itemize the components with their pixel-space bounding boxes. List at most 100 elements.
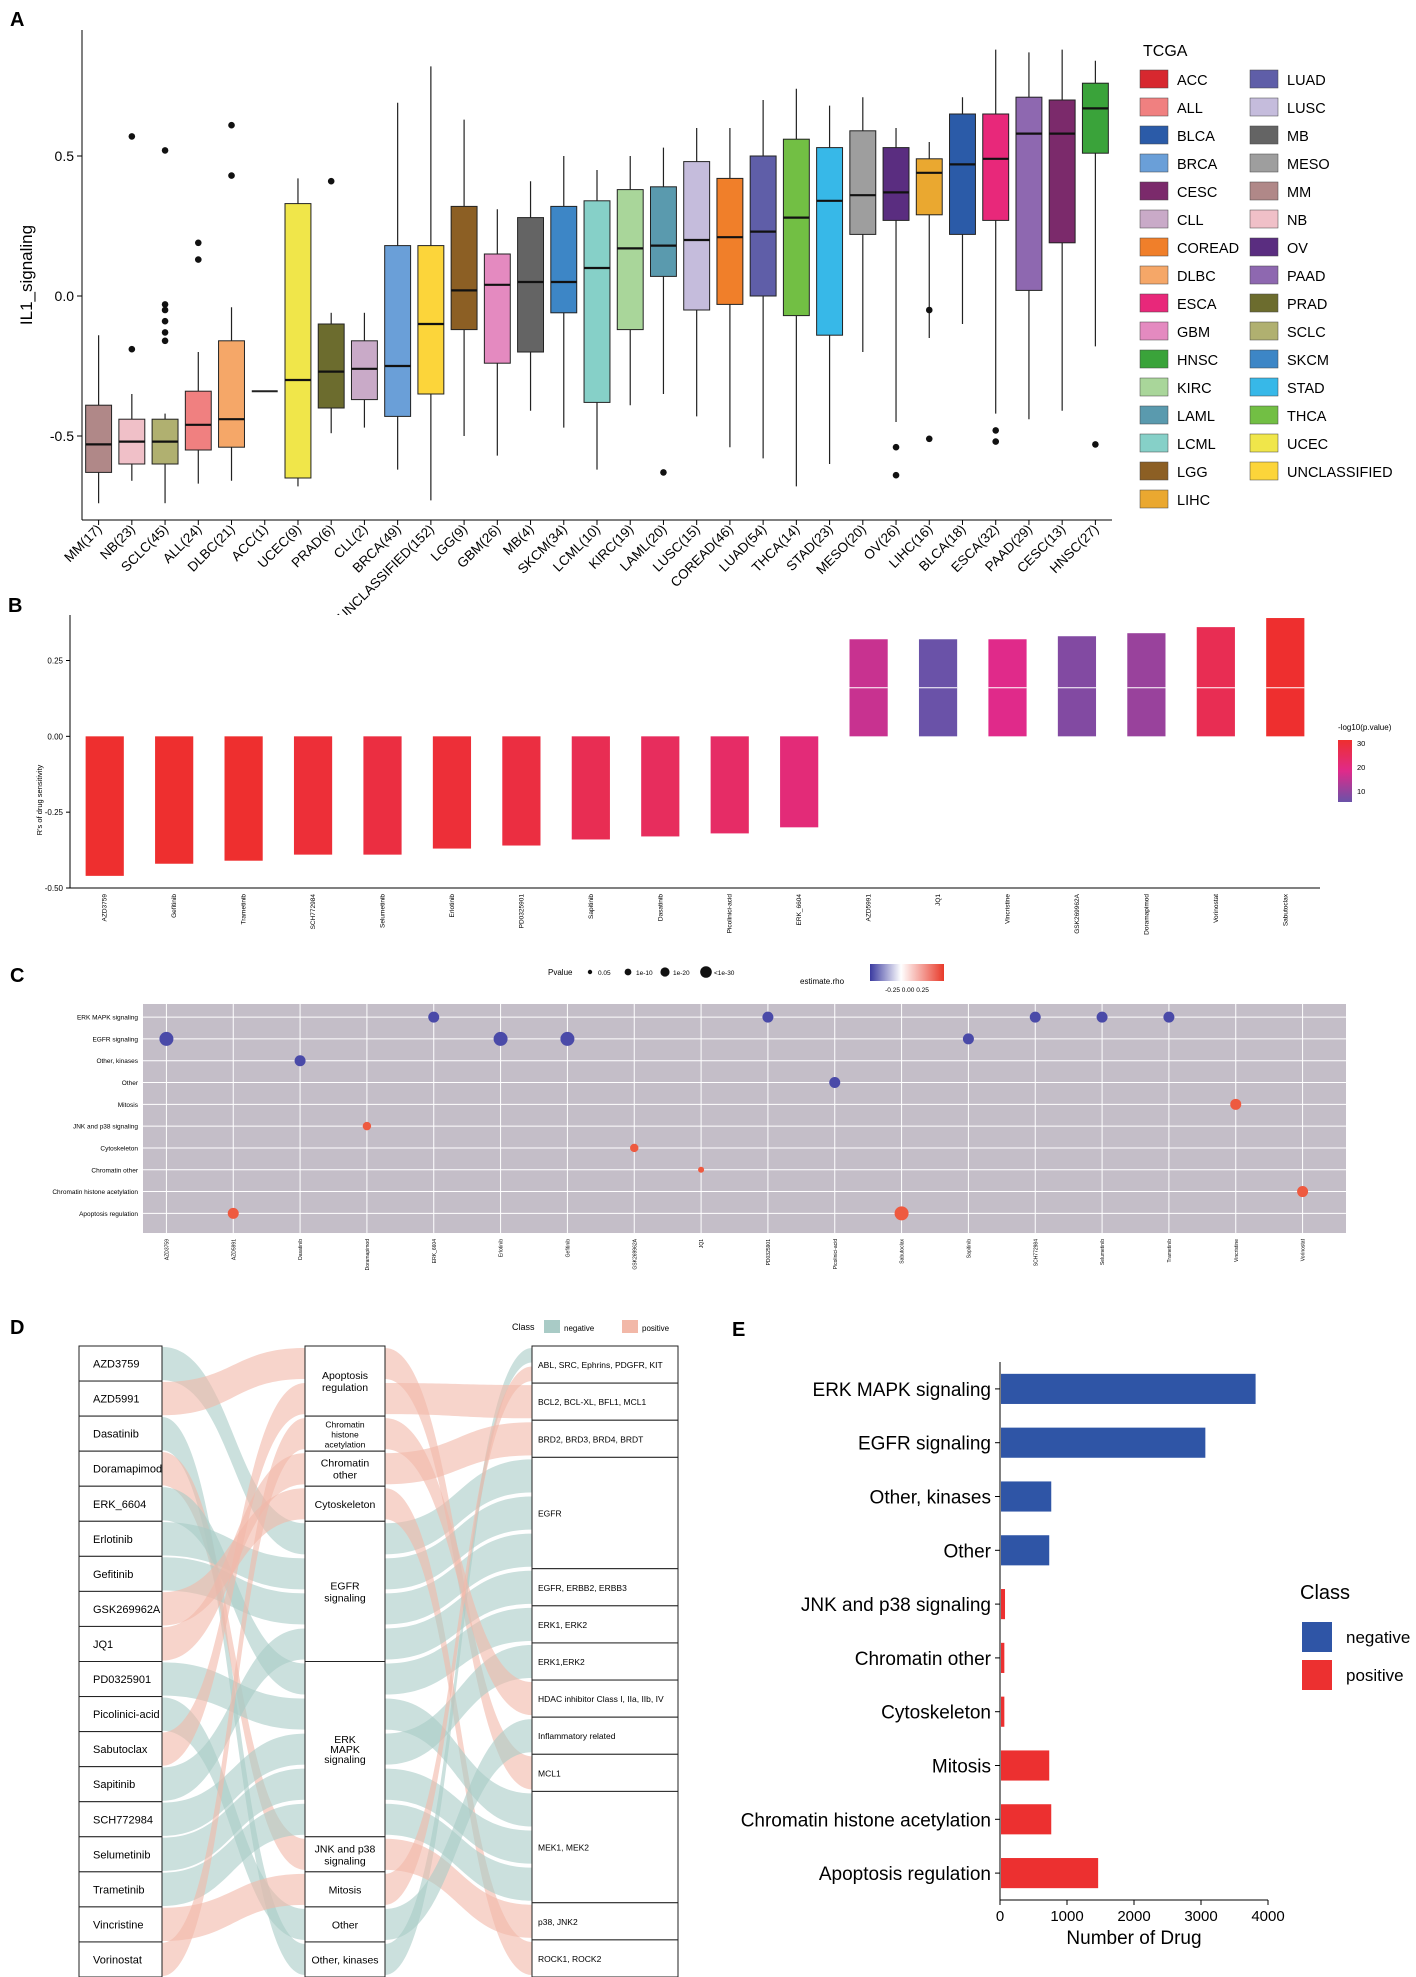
b-legend-tick: 10 <box>1357 787 1365 796</box>
a-box <box>716 177 744 305</box>
d-target-label: ERK1,ERK2 <box>538 1657 585 1667</box>
c-point <box>1029 1011 1041 1023</box>
a-outlier <box>161 329 169 336</box>
e-x-tick-label: 1000 <box>1050 1908 1083 1925</box>
a-x-tick-label: MM(17) <box>61 522 104 565</box>
e-y-tick-label: Chromatin other <box>855 1649 992 1670</box>
c-point <box>829 1077 841 1089</box>
d-target-node <box>531 1568 679 1607</box>
a-outlier <box>128 133 136 140</box>
b-x-tick-label: Selumetinib <box>380 894 387 928</box>
a-legend-label: UNCLASSIFIED <box>1287 465 1393 481</box>
b-x-tick-label: Trametinib <box>241 894 248 925</box>
e-legend-label: negative <box>1346 1628 1410 1647</box>
d-drug-node <box>78 1661 163 1698</box>
e-y-tick-label: JNK and p38 signaling <box>801 1595 991 1616</box>
a-legend-swatch <box>1139 293 1169 313</box>
e-y-tick-label: Cytoskeleton <box>881 1703 991 1724</box>
b-bar <box>155 736 194 864</box>
a-outlier <box>992 427 1000 434</box>
c-y-tick-label: Other <box>122 1080 139 1087</box>
d-drug-label: Vorinostat <box>93 1954 142 1966</box>
a-box <box>384 245 412 417</box>
c-y-tick-label: JNK and p38 signaling <box>73 1124 138 1131</box>
a-box <box>949 113 976 235</box>
b-bar <box>1057 636 1097 737</box>
c-point <box>560 1031 575 1046</box>
c-point <box>493 1031 508 1046</box>
a-box <box>982 113 1010 221</box>
d-target-label: MCL1 <box>538 1768 561 1778</box>
d-drug-label: SCH772984 <box>93 1814 153 1826</box>
c-y-tick-label: Other, kinases <box>96 1058 138 1065</box>
a-box <box>749 155 777 297</box>
d-target-label: MEK1, MEK2 <box>538 1843 589 1853</box>
d-drug-label: Vincristine <box>93 1919 144 1931</box>
panel-c-dotplot: ERK MAPK signaling EGFR signaling Other, k… <box>52 964 1346 1270</box>
b-y-tick-label: -0.50 <box>45 884 64 893</box>
d-target-node <box>531 1345 679 1384</box>
a-legend-swatch <box>1139 69 1169 89</box>
c-x-tick-label: JQ1 <box>699 1239 705 1248</box>
a-outlier <box>892 443 900 451</box>
a-legend-label: SCLC <box>1287 325 1326 341</box>
a-box <box>649 186 677 277</box>
a-legend-label: PAAD <box>1287 269 1325 285</box>
a-legend-swatch <box>1249 349 1279 369</box>
b-y-axis-label: R's of drug sensitivity <box>35 764 44 835</box>
e-x-tick-label: 4000 <box>1251 1908 1284 1925</box>
d-pathway-node <box>304 1906 386 1943</box>
b-x-tick-label: JQ1 <box>935 894 942 906</box>
d-pathway-node <box>304 1450 386 1487</box>
c-y-tick-label: Cytoskeleton <box>100 1145 138 1152</box>
b-x-tick-label: ERK_6604 <box>796 894 803 926</box>
panel-label-e: E <box>732 1319 745 1341</box>
c-y-tick-label: ERK MAPK signaling <box>77 1015 138 1022</box>
e-x-tick-label: 2000 <box>1117 1908 1150 1925</box>
b-bar <box>432 736 472 849</box>
a-outlier <box>161 147 169 154</box>
c-point <box>227 1207 239 1219</box>
b-bar <box>85 736 124 876</box>
c-point <box>428 1011 440 1023</box>
e-bar <box>1001 1858 1099 1889</box>
c-x-tick-label: SCH772984 <box>1033 1239 1039 1266</box>
e-y-tick-label: Apoptosis regulation <box>819 1864 991 1885</box>
a-legend-label: UCEC <box>1287 437 1328 453</box>
a-legend-label: ESCA <box>1177 297 1217 313</box>
d-target-label: EGFR, ERBB2, ERBB3 <box>538 1583 627 1593</box>
b-y-tick-label: 0.00 <box>47 732 63 741</box>
a-box <box>517 217 545 353</box>
a-legend-label: NB <box>1287 213 1307 229</box>
d-pathway-label: MAPK <box>330 1744 360 1756</box>
a-legend-swatch <box>1249 321 1279 341</box>
a-legend-label: COREAD <box>1177 241 1239 257</box>
a-outlier <box>1092 441 1099 448</box>
a-legend-swatch <box>1249 125 1279 145</box>
d-drug-label: GSK269962A <box>93 1604 161 1616</box>
b-legend-tick: 20 <box>1357 763 1365 772</box>
c-point <box>362 1121 372 1131</box>
d-flow-path-target <box>385 1366 532 1905</box>
panel-label-d: D <box>10 1317 24 1339</box>
a-legend-swatch <box>1139 265 1169 285</box>
c-x-tick-label: Sabutoclax <box>900 1239 906 1264</box>
panel-label-a: A <box>10 9 24 31</box>
c-x-tick-label: ERK_6604 <box>432 1239 438 1263</box>
c-point <box>1096 1011 1108 1023</box>
d-pathway-node <box>304 1520 386 1663</box>
c-point <box>630 1143 639 1153</box>
c-x-tick-label: Dasatinib <box>298 1239 304 1260</box>
c-point <box>762 1011 774 1023</box>
d-flow-path-target <box>385 1768 532 1864</box>
d-flow-drug-path <box>162 1768 305 1871</box>
a-legend-label: HNSC <box>1177 353 1218 369</box>
a-box <box>550 205 578 314</box>
c-x-tick-label: Vorinostat <box>1301 1238 1307 1261</box>
a-legend-label: LUSC <box>1287 101 1326 117</box>
c-x-tick-label: Trametinib <box>1167 1239 1173 1263</box>
a-legend-swatch <box>1249 461 1279 481</box>
a-box <box>683 161 711 311</box>
d-drug-label: Erlotinib <box>93 1534 133 1546</box>
